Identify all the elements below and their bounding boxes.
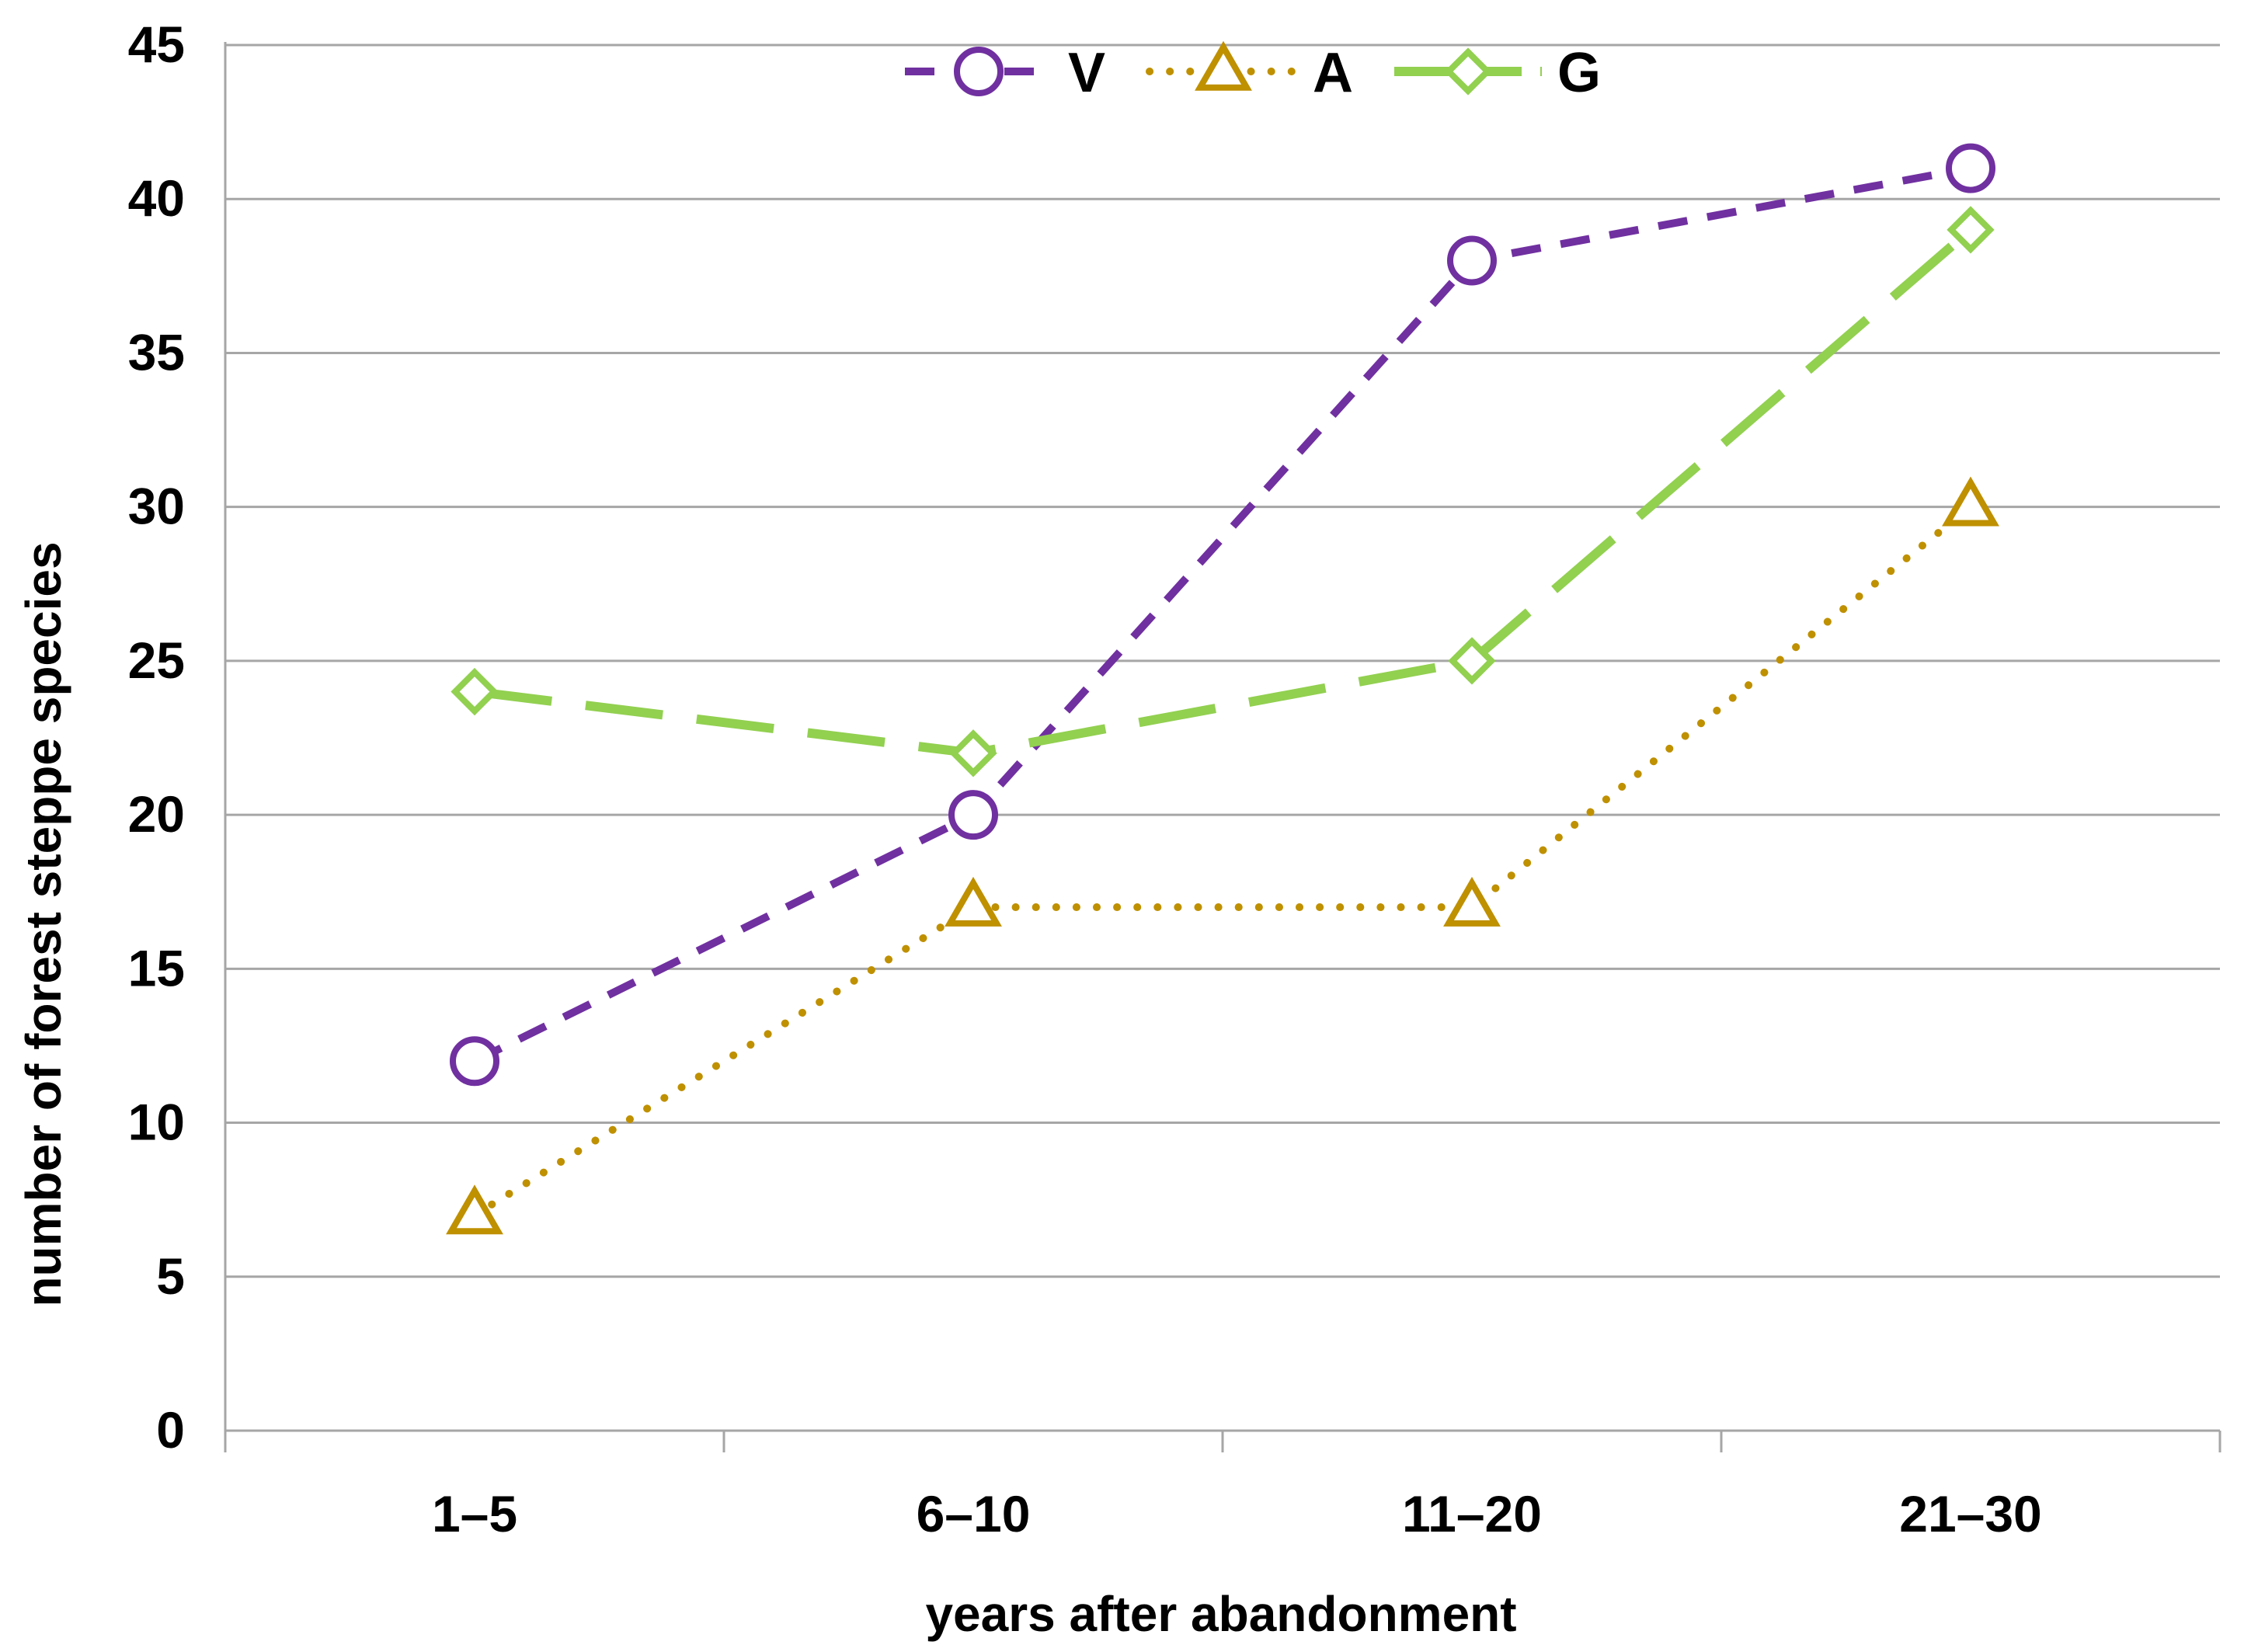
legend-label-a: A [1313, 42, 1353, 104]
y-tick-label-40: 40 [128, 169, 185, 227]
data-point-g-2 [1448, 637, 1496, 685]
y-tick-label-45: 45 [128, 16, 185, 73]
data-point-g-3 [1947, 206, 1995, 254]
data-point-v-1 [948, 790, 998, 840]
data-point-g-0 [451, 667, 499, 716]
legend-marker-g [1444, 47, 1492, 96]
y-tick-label-25: 25 [128, 631, 185, 689]
y-tick-label-15: 15 [128, 939, 185, 996]
series-line-g [474, 226, 1974, 758]
data-point-g-1 [949, 729, 997, 777]
data-point-a-2 [1443, 876, 1501, 927]
data-point-v-2 [1447, 235, 1497, 286]
y-tick-label-10: 10 [128, 1094, 185, 1151]
data-point-v-3 [1946, 143, 1995, 193]
x-tick-label-11–20: 11–20 [1402, 1485, 1542, 1542]
data-point-a-3 [1942, 476, 1999, 527]
series-lines [446, 143, 1999, 1235]
y-tick-label-20: 20 [128, 785, 185, 843]
y-tick-label-30: 30 [128, 478, 185, 535]
y-tick-label-0: 0 [156, 1401, 185, 1459]
data-point-a-0 [446, 1184, 503, 1235]
legend-marker-a [1195, 40, 1252, 91]
legend-label-v: V [1068, 42, 1105, 104]
series-line-v [472, 164, 1971, 1065]
axes: 0 5 10 15 20 25 30 35 40 45 1–5 6–10 11–20 21–30 [128, 16, 2221, 1542]
legend-marker-v [954, 47, 1004, 96]
x-axis-title: years after abandonment [925, 1586, 1516, 1642]
legend-label-g: G [1557, 42, 1601, 104]
data-point-a-1 [945, 876, 1002, 927]
x-tick-label-1–5: 1–5 [432, 1485, 517, 1542]
x-tick-label-21–30: 21–30 [1899, 1485, 2042, 1542]
data-point-v-0 [450, 1036, 499, 1087]
y-tick-label-5: 5 [156, 1247, 185, 1305]
y-tick-label-35: 35 [128, 323, 185, 381]
y-axis-title: number of forest steppe species [16, 541, 71, 1306]
x-tick-label-6–10: 6–10 [917, 1485, 1031, 1542]
